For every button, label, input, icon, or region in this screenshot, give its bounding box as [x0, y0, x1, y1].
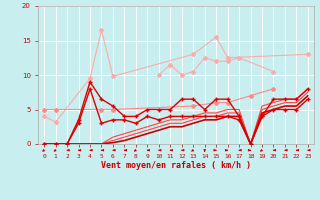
X-axis label: Vent moyen/en rafales ( km/h ): Vent moyen/en rafales ( km/h )	[101, 162, 251, 170]
